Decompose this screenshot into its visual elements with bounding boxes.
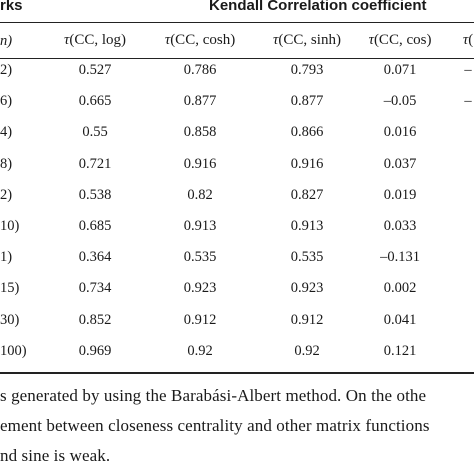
- table-cell: 0.877: [183, 93, 217, 110]
- row-label: 8): [0, 155, 13, 172]
- table-cell: 0.866: [290, 124, 324, 141]
- table-cell: 0.037: [383, 155, 417, 172]
- table-cell: –0.131: [380, 249, 420, 266]
- table-cell: 0.786: [183, 62, 217, 78]
- table-bottom-rule: [0, 372, 474, 374]
- tau-symbol: τ: [63, 32, 70, 48]
- table-cell: 0.033: [383, 218, 417, 234]
- column-header-args: (CC, cos): [373, 32, 432, 48]
- group-header-kendall: Kendall Correlation coefficient: [209, 0, 427, 14]
- table-cell: 0.923: [290, 280, 324, 297]
- table-cell: 0.55: [82, 124, 108, 141]
- table-cell: 0.071: [383, 62, 417, 78]
- row-label: 2): [0, 62, 13, 78]
- table-cell: 0.827: [290, 186, 324, 203]
- paragraph-line: nd sine is weak.: [0, 446, 111, 465]
- column-header-args: (CC, cosh): [170, 32, 236, 48]
- row-label: 1): [0, 249, 13, 266]
- row-label: 6): [0, 93, 13, 110]
- table-cell: 0.019: [383, 186, 417, 203]
- column-header: τ(: [463, 32, 473, 49]
- table-cell: 0.665: [78, 93, 112, 110]
- row-label: 4): [0, 124, 13, 141]
- table-cell: 0.92: [294, 342, 320, 359]
- table-cell: 0.92: [187, 342, 213, 359]
- header-rule: [0, 22, 474, 23]
- table-cell: 0.916: [290, 155, 324, 172]
- table-cell: 0.685: [78, 218, 112, 234]
- table-cell: 0.912: [183, 311, 217, 328]
- table-cell: –: [464, 93, 472, 110]
- table-cell: 0.916: [183, 155, 217, 172]
- table-cell: 0.858: [183, 124, 217, 141]
- table-cell: 0.912: [290, 311, 324, 328]
- group-header-networks: rks: [0, 0, 23, 14]
- table-cell: 0.721: [78, 155, 112, 172]
- row-label: 10): [0, 218, 20, 234]
- subheader-rule: [0, 58, 474, 59]
- table-cell: 0.969: [78, 342, 112, 359]
- table-cell: 0.913: [290, 218, 324, 234]
- table-cell: 0.535: [183, 249, 217, 266]
- column-header: τ(CC, cosh): [165, 32, 235, 49]
- row-label: 2): [0, 186, 13, 203]
- table-cell: –: [464, 62, 472, 78]
- column-header: τ(CC, cos): [369, 32, 432, 49]
- table-cell: 0.041: [383, 311, 417, 328]
- table-cell: 0.538: [78, 186, 112, 203]
- column-header-args: (CC, log): [69, 32, 127, 48]
- table-cell: 0.364: [78, 249, 112, 266]
- table-cell: 0.527: [78, 62, 112, 78]
- first-column-header: n): [0, 33, 13, 49]
- table-cell: 0.923: [183, 280, 217, 297]
- paragraph-line: s generated by using the Barabási-Albert…: [0, 386, 427, 405]
- column-header-args: (: [468, 32, 474, 48]
- tau-symbol: τ: [273, 32, 279, 48]
- table-cell: –0.05: [383, 93, 417, 110]
- tau-symbol: τ: [368, 32, 374, 48]
- column-header: τ(CC, log): [64, 32, 126, 49]
- table-cell: 0.002: [383, 280, 417, 297]
- table-cell: 0.852: [78, 311, 112, 328]
- row-label: 30): [0, 311, 20, 328]
- tau-symbol: τ: [462, 32, 469, 48]
- table-cell: 0.121: [383, 342, 417, 359]
- row-label: 15): [0, 280, 20, 297]
- row-label: 100): [0, 342, 27, 359]
- table-cell: 0.016: [383, 124, 417, 141]
- column-header-args: (CC, sinh): [278, 32, 341, 48]
- table-cell: 0.82: [187, 186, 213, 203]
- paragraph-line: ement between closeness centrality and o…: [0, 416, 430, 435]
- tau-symbol: τ: [164, 32, 171, 48]
- column-header: τ(CC, sinh): [273, 32, 341, 49]
- table-cell: 0.913: [183, 218, 217, 234]
- table-cell: 0.734: [78, 280, 112, 297]
- table-cell: 0.535: [290, 249, 324, 266]
- table-cell: 0.793: [290, 62, 324, 78]
- table-cell: 0.877: [290, 93, 324, 110]
